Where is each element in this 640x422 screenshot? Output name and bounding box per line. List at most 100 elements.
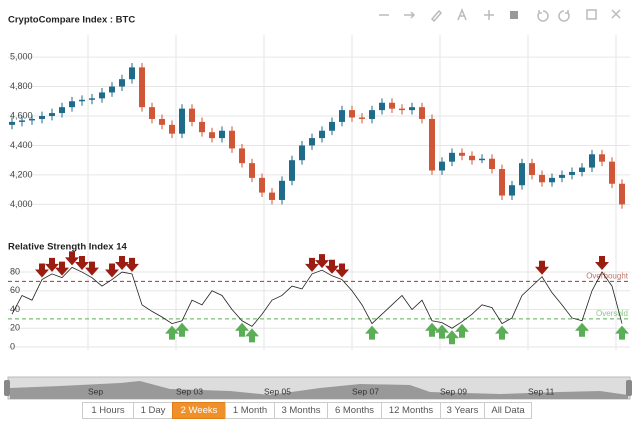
y-tick-label: 4,400 bbox=[10, 140, 33, 150]
range-button[interactable]: 1 Month bbox=[225, 402, 275, 419]
tool-shape[interactable] bbox=[510, 11, 518, 19]
candle-body bbox=[349, 110, 355, 118]
candle-body bbox=[309, 138, 315, 146]
candle-body bbox=[319, 130, 325, 139]
candle-body bbox=[89, 98, 95, 100]
sell-arrow bbox=[55, 261, 69, 276]
sell-arrow bbox=[45, 257, 59, 272]
buy-arrow bbox=[455, 323, 469, 338]
navigator-label: Sep 03 bbox=[176, 386, 203, 396]
candle-body bbox=[19, 120, 25, 122]
buy-arrow bbox=[445, 330, 459, 345]
buy-arrow bbox=[365, 325, 379, 340]
y-tick-label: 4,200 bbox=[10, 169, 33, 179]
candle-body bbox=[269, 192, 275, 200]
tool-undo[interactable] bbox=[537, 10, 549, 22]
oversold-label: Oversold bbox=[596, 309, 628, 318]
sell-arrow bbox=[105, 263, 119, 278]
candle-body bbox=[189, 108, 195, 122]
tool-close[interactable] bbox=[611, 9, 621, 19]
candle-body bbox=[9, 121, 15, 125]
y-tick-label: 80 bbox=[10, 266, 20, 276]
navigator-handle[interactable] bbox=[626, 380, 632, 396]
candle-body bbox=[379, 102, 385, 111]
candle-body bbox=[39, 116, 45, 119]
range-button[interactable]: 6 Months bbox=[327, 402, 382, 419]
buy-arrow bbox=[495, 325, 509, 340]
candle-body bbox=[159, 118, 165, 125]
sell-arrow bbox=[315, 254, 329, 269]
buy-arrow bbox=[615, 325, 629, 340]
y-tick-label: 60 bbox=[10, 285, 20, 295]
y-tick-label: 4,800 bbox=[10, 81, 33, 91]
candle-body bbox=[209, 132, 215, 139]
candle-body bbox=[289, 160, 295, 181]
range-button[interactable]: 12 Months bbox=[381, 402, 441, 419]
navigator-label: Sep 09 bbox=[440, 386, 467, 396]
candle-body bbox=[279, 180, 285, 200]
sell-arrow bbox=[65, 251, 79, 266]
rsi-title: Relative Strength Index 14 bbox=[8, 242, 128, 253]
candle-body bbox=[439, 161, 445, 171]
tool-text[interactable] bbox=[457, 7, 467, 21]
candle-body bbox=[259, 177, 265, 193]
sell-arrow bbox=[595, 256, 609, 271]
candle-body bbox=[249, 163, 255, 178]
candle-body bbox=[129, 67, 135, 80]
y-tick-label: 20 bbox=[10, 323, 20, 333]
candle-body bbox=[529, 163, 535, 175]
navigator-label: Sep bbox=[88, 386, 103, 396]
sell-arrow bbox=[35, 263, 49, 278]
candle-body bbox=[339, 110, 345, 122]
rsi-line bbox=[11, 266, 623, 329]
candle-body bbox=[459, 152, 465, 156]
candle-body bbox=[479, 158, 485, 161]
toolbar bbox=[379, 7, 621, 23]
candle-body bbox=[419, 107, 425, 119]
sell-arrow bbox=[125, 257, 139, 272]
range-button[interactable]: 2 Weeks bbox=[172, 402, 226, 419]
candle-body bbox=[49, 113, 55, 117]
candle-body bbox=[489, 158, 495, 170]
candle-body bbox=[589, 154, 595, 168]
candle-body bbox=[389, 102, 395, 109]
range-button[interactable]: 1 Day bbox=[133, 402, 173, 419]
range-button[interactable]: All Data bbox=[484, 402, 532, 419]
buy-arrow bbox=[235, 322, 249, 337]
candle-body bbox=[199, 121, 205, 133]
range-button[interactable]: 3 Months bbox=[274, 402, 328, 419]
candle-body bbox=[569, 171, 575, 175]
range-button[interactable]: 1 Hours bbox=[82, 402, 134, 419]
candle-body bbox=[219, 130, 225, 139]
tool-arrow[interactable] bbox=[404, 11, 416, 19]
tool-pencil[interactable] bbox=[430, 9, 443, 23]
tool-save[interactable] bbox=[586, 9, 597, 20]
candle-body bbox=[299, 145, 305, 161]
sell-arrow bbox=[305, 257, 319, 272]
sell-arrow bbox=[75, 256, 89, 271]
overbought-label: Overbought bbox=[586, 272, 629, 281]
candle-body bbox=[409, 107, 415, 111]
chart-title: CryptoCompare Index : BTC bbox=[8, 15, 135, 26]
candle-body bbox=[59, 107, 65, 114]
candle-body bbox=[429, 118, 435, 171]
candle-body bbox=[579, 167, 585, 172]
candle-body bbox=[359, 117, 365, 119]
candle-body bbox=[599, 154, 605, 162]
candle-body bbox=[119, 79, 125, 87]
range-button[interactable]: 3 Years bbox=[440, 402, 485, 419]
navigator-handle[interactable] bbox=[4, 380, 10, 396]
tool-redo[interactable] bbox=[558, 10, 570, 22]
candle-body bbox=[449, 152, 455, 162]
candle-body bbox=[559, 174, 565, 178]
y-tick-label: 4,000 bbox=[10, 199, 33, 209]
y-tick-label: 0 bbox=[10, 341, 15, 351]
tool-plus[interactable] bbox=[484, 10, 494, 20]
y-tick-label: 5,000 bbox=[10, 51, 33, 61]
candle-body bbox=[29, 118, 35, 121]
navigator-label: Sep 11 bbox=[528, 386, 555, 396]
sell-arrow bbox=[115, 256, 129, 271]
